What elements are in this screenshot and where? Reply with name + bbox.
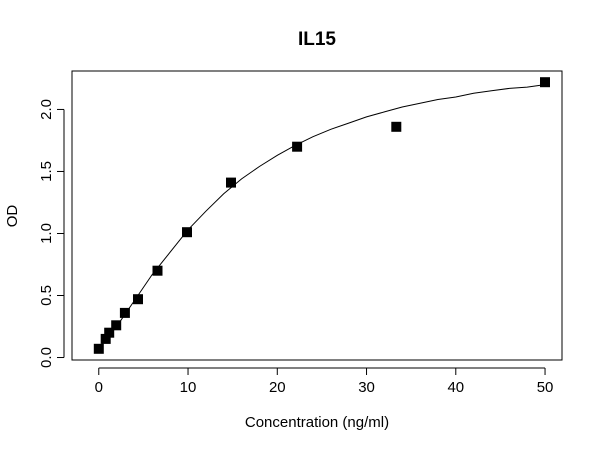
x-tick-label: 0 (95, 379, 103, 396)
data-point (133, 294, 143, 305)
x-axis: 0 10 20 30 40 50 (95, 367, 554, 396)
data-point (93, 343, 104, 354)
x-tick-label: 10 (180, 379, 197, 396)
chart-title: IL15 (298, 29, 336, 50)
data-point (119, 307, 130, 318)
data-point (391, 121, 402, 132)
y-tick-label: 2.0 (38, 99, 55, 120)
x-tick-label: 20 (269, 379, 286, 396)
data-point (182, 227, 192, 238)
y-tick-label: 0.5 (38, 285, 55, 306)
y-axis-label: OD (4, 205, 21, 228)
y-tick-label: 1.5 (38, 161, 55, 182)
data-point (152, 265, 163, 276)
data-points (93, 77, 550, 354)
data-point (226, 177, 236, 188)
data-point (111, 320, 122, 331)
y-tick-label: 1.0 (38, 223, 55, 244)
fit-curve (98, 84, 546, 350)
data-point (104, 327, 115, 338)
y-axis: 0.0 0.5 1.0 1.5 2.0 (38, 99, 65, 368)
data-point (540, 77, 550, 88)
data-point (292, 141, 303, 152)
x-tick-label: 40 (447, 379, 464, 396)
y-tick-label: 0.0 (38, 347, 55, 368)
plot-frame (71, 70, 563, 361)
x-axis-label: Concentration (ng/ml) (245, 414, 389, 431)
x-tick-label: 50 (537, 379, 554, 396)
data-point (100, 333, 111, 344)
x-tick-label: 30 (358, 379, 375, 396)
